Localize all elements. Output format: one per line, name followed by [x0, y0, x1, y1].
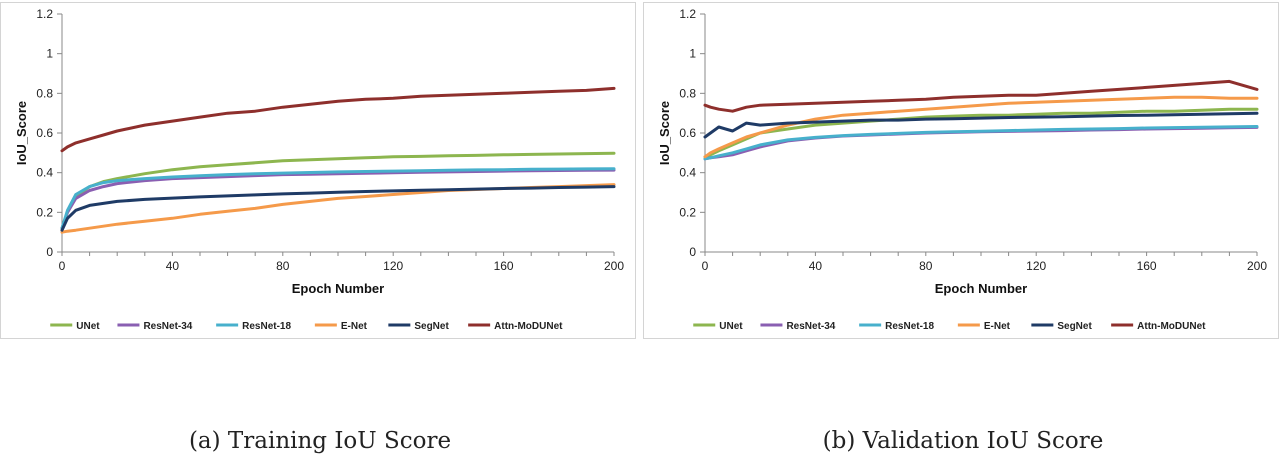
legend-label-e-net: E-Net — [341, 321, 368, 332]
x-axis-title: Epoch Number — [935, 281, 1027, 296]
y-axis-title: IoU_Score — [14, 101, 29, 165]
y-axis-title: IoU_Score — [657, 101, 672, 165]
y-tick-label: 0.4 — [36, 166, 53, 180]
legend-label-unet: UNet — [719, 321, 743, 332]
x-tick-label: 80 — [919, 259, 933, 273]
legend-label-e-net: E-Net — [984, 321, 1011, 332]
chart-training-iou: 0 0.2 0.4 0.6 0.8 1 1.2 0 40 80 120 160 200 Epoch Num… — [0, 2, 636, 339]
x-tick-label: 160 — [1137, 259, 1157, 273]
y-tick-label: 0.6 — [679, 126, 696, 140]
series-line-unet — [703, 107, 1259, 159]
caption-training-iou: (a) Training IoU Score — [188, 428, 452, 454]
legend-label-attn-modunet: Attn-MoDUNet — [1137, 321, 1206, 332]
caption-validation-iou: (b) Validation IoU Score — [822, 428, 1104, 454]
legend-label-resnet-18: ResNet-18 — [242, 321, 291, 332]
y-tick-label: 1 — [46, 47, 53, 61]
legend-label-resnet-34: ResNet-34 — [786, 321, 835, 332]
x-tick-label: 120 — [383, 259, 403, 273]
legend-label-segnet: SegNet — [414, 321, 449, 332]
legend-label-resnet-18: ResNet-18 — [885, 321, 934, 332]
y-tick-label: 0.2 — [679, 205, 696, 219]
x-tick-label: 160 — [494, 259, 514, 273]
x-tick-label: 0 — [702, 259, 709, 273]
y-tick-label: 0.2 — [36, 205, 53, 219]
chart-validation-iou: 0 0.2 0.4 0.6 0.8 1 1.2 0 40 80 120 160 200 Epoch Num… — [643, 2, 1279, 339]
series-line-resnet-18 — [60, 167, 616, 230]
y-tick-label: 1.2 — [679, 7, 696, 21]
x-tick-label: 200 — [604, 259, 624, 273]
y-tick-label: 0.4 — [679, 166, 696, 180]
x-tick-label: 0 — [59, 259, 66, 273]
series-line-attn-modunet — [703, 79, 1259, 113]
y-tick-label: 0.8 — [679, 86, 696, 100]
y-tick-label: 0.8 — [36, 86, 53, 100]
series-line-resnet-18 — [703, 125, 1259, 161]
y-tick-label: 0 — [689, 245, 696, 259]
legend-label-unet: UNet — [76, 321, 100, 332]
legend-label-resnet-34: ResNet-34 — [143, 321, 192, 332]
x-axis-title: Epoch Number — [292, 281, 384, 296]
legend-label-attn-modunet: Attn-MoDUNet — [494, 321, 563, 332]
legend-label-segnet: SegNet — [1057, 321, 1092, 332]
y-tick-label: 0 — [46, 245, 53, 259]
series-line-attn-modunet — [60, 86, 616, 153]
series-line-segnet — [60, 185, 616, 232]
series-line-segnet — [703, 111, 1259, 139]
panel-training-iou: 0 0.2 0.4 0.6 0.8 1 1.2 0 40 80 120 160 200 Epoch Num… — [0, 2, 636, 339]
x-tick-label: 200 — [1247, 259, 1267, 273]
y-tick-label: 0.6 — [36, 126, 53, 140]
x-tick-label: 40 — [809, 259, 823, 273]
x-tick-label: 120 — [1026, 259, 1046, 273]
y-tick-label: 1.2 — [36, 7, 53, 21]
y-tick-label: 1 — [689, 47, 696, 61]
x-tick-label: 40 — [166, 259, 180, 273]
chart-frame — [643, 2, 1279, 339]
panel-validation-iou: 0 0.2 0.4 0.6 0.8 1 1.2 0 40 80 120 160 200 Epoch Num… — [643, 2, 1279, 339]
x-tick-label: 80 — [276, 259, 290, 273]
series-line-e-net — [703, 95, 1259, 159]
